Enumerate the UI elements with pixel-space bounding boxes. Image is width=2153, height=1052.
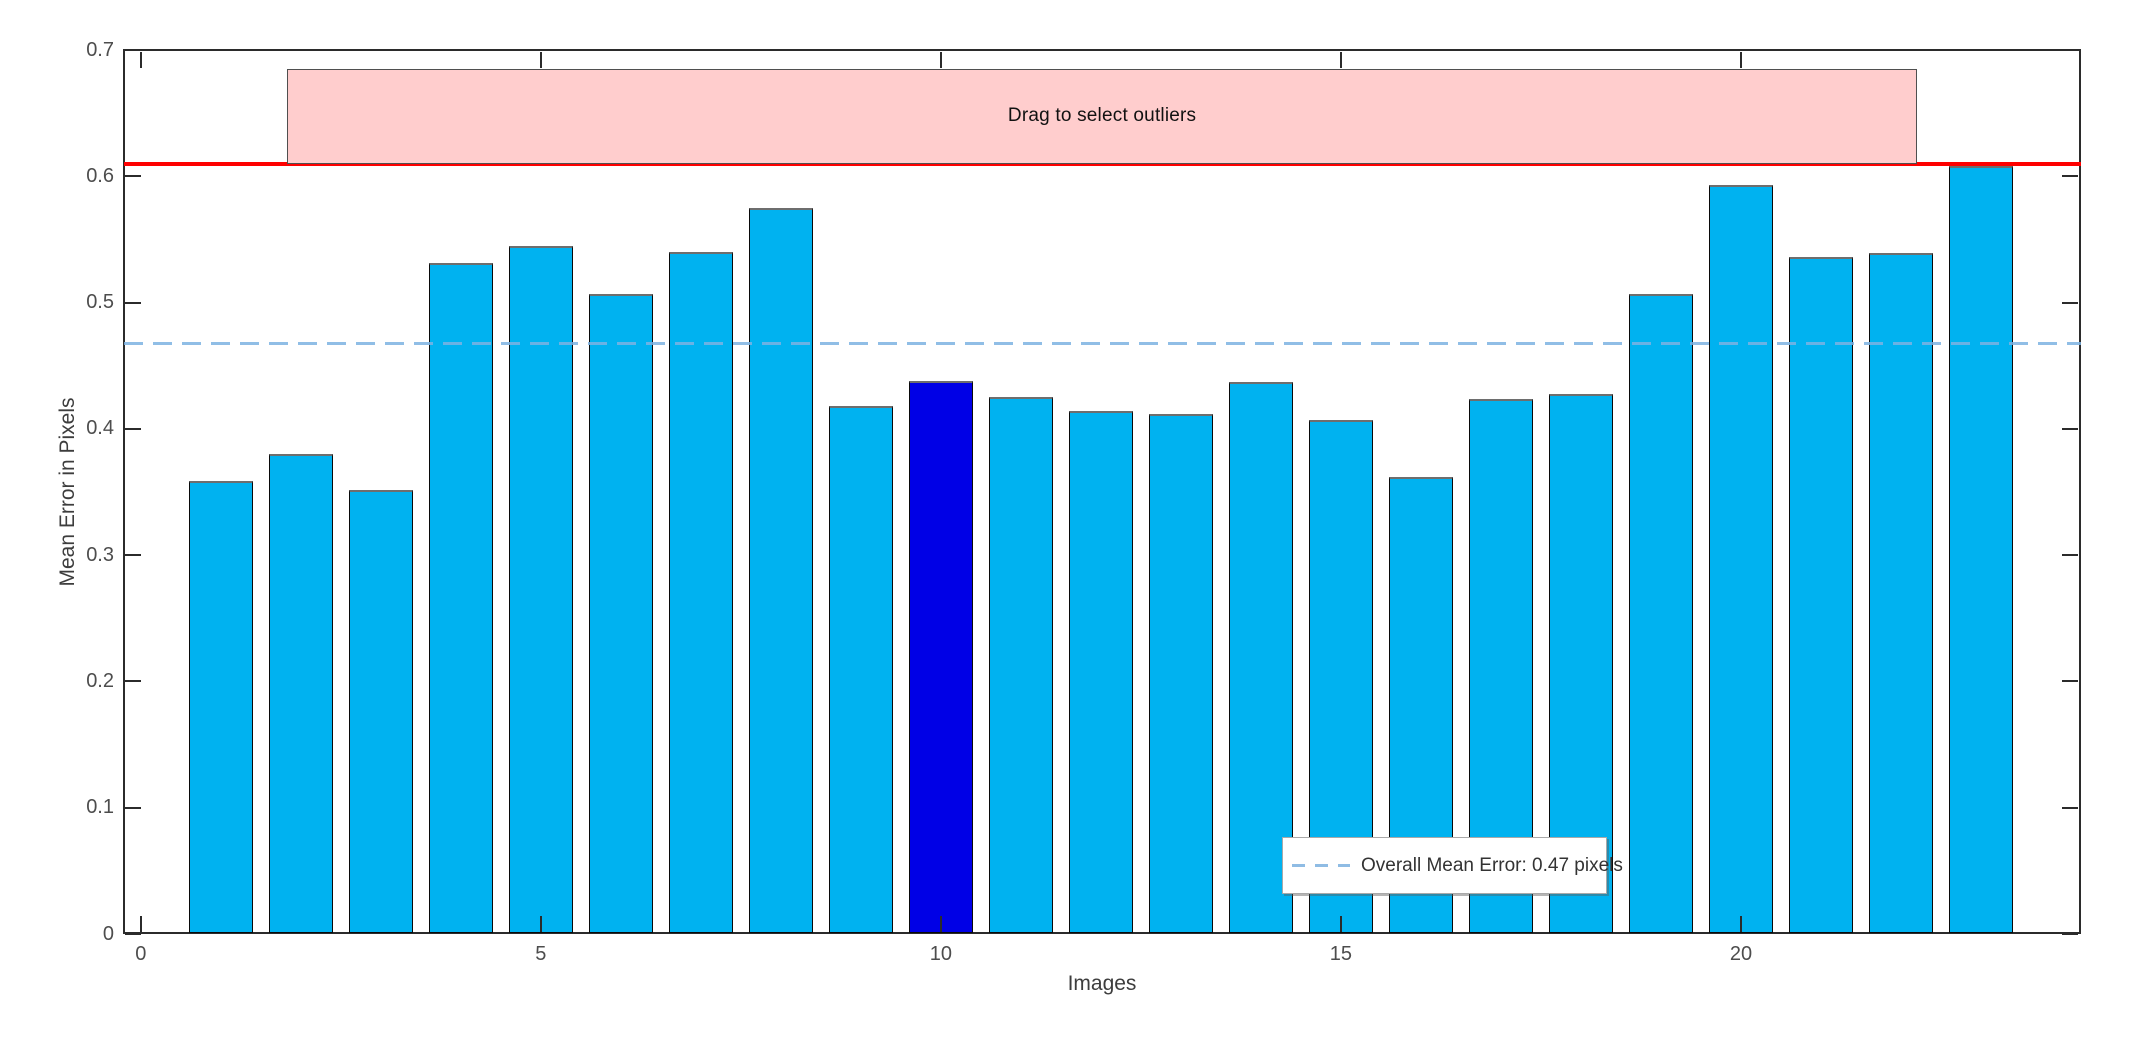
bar-image-3[interactable]: [348, 489, 413, 933]
x-tick-mark-bottom: [1739, 916, 1742, 932]
bar-image-6[interactable]: [588, 293, 653, 933]
y-tick-mark-right: [2062, 49, 2078, 51]
y-tick-label-0.1: 0.1: [86, 796, 114, 819]
x-axis-title: Images: [1067, 972, 1137, 995]
x-tick-mark-bottom: [139, 916, 142, 932]
x-tick-mark-top: [1739, 52, 1742, 68]
y-tick-mark-left: [125, 806, 141, 809]
y-axis-title: Mean Error in Pixels: [56, 397, 79, 587]
bar-image-11[interactable]: [988, 397, 1053, 933]
x-tick-mark-top: [1339, 52, 1342, 68]
overall-mean-error-line: [124, 341, 2081, 345]
legend-dashed-line-sample: [1292, 864, 1350, 867]
outlier-threshold-line[interactable]: [124, 161, 2081, 166]
bar-image-8[interactable]: [748, 207, 813, 933]
drag-select-outliers-region[interactable]: Drag to select outliers: [287, 68, 1917, 164]
y-tick-mark-left: [125, 49, 141, 51]
y-tick-mark-right: [2062, 554, 2078, 557]
x-tick-mark-top: [139, 52, 142, 68]
y-tick-mark-right: [2062, 175, 2078, 178]
x-tick-mark-bottom: [1339, 916, 1342, 932]
drag-region-label: Drag to select outliers: [1007, 105, 1197, 127]
x-tick-label-10: 10: [929, 942, 952, 965]
y-tick-mark-left: [125, 175, 141, 178]
y-tick-label-0.4: 0.4: [86, 417, 114, 440]
x-tick-mark-bottom: [939, 916, 942, 932]
bar-image-12[interactable]: [1068, 411, 1133, 933]
y-tick-mark-right: [2062, 427, 2078, 430]
y-tick-mark-right: [2062, 933, 2078, 935]
bar-image-5[interactable]: [508, 245, 573, 933]
legend: Overall Mean Error: 0.47 pixels: [1282, 837, 1623, 894]
y-tick-mark-right: [2062, 301, 2078, 304]
y-tick-mark-left: [125, 554, 141, 557]
bar-image-13[interactable]: [1148, 413, 1213, 933]
x-tick-mark-top: [539, 52, 542, 68]
y-tick-mark-right: [2062, 680, 2078, 683]
bar-image-9[interactable]: [828, 406, 893, 933]
bar-image-20[interactable]: [1709, 185, 1773, 933]
bar-image-10-selected[interactable]: [908, 380, 973, 933]
legend-label: Overall Mean Error: 0.47 pixels: [1361, 854, 1623, 876]
x-tick-label-5: 5: [535, 942, 547, 965]
x-tick-mark-top: [939, 52, 942, 68]
y-tick-label-0.7: 0.7: [86, 38, 114, 61]
x-tick-label-15: 15: [1329, 942, 1353, 965]
x-tick-mark-bottom: [539, 916, 542, 932]
bar-image-21[interactable]: [1789, 257, 1853, 933]
y-tick-mark-left: [125, 680, 141, 683]
x-tick-label-20: 20: [1729, 942, 1753, 965]
bar-image-7[interactable]: [668, 252, 733, 933]
x-tick-label-0: 0: [135, 942, 147, 965]
bar-image-1[interactable]: [188, 480, 253, 933]
y-tick-label-0.2: 0.2: [86, 669, 114, 692]
y-tick-mark-left: [125, 427, 141, 430]
y-tick-label-0.6: 0.6: [86, 164, 114, 187]
bar-image-23[interactable]: [1949, 166, 2013, 933]
y-tick-label-0.5: 0.5: [86, 291, 114, 314]
y-tick-mark-left: [125, 933, 141, 935]
y-tick-mark-left: [125, 301, 141, 304]
bar-image-19[interactable]: [1629, 293, 1693, 933]
y-tick-label-0.3: 0.3: [86, 543, 114, 566]
y-tick-label-0: 0: [102, 922, 114, 945]
bar-image-2[interactable]: [268, 454, 333, 933]
bar-image-4[interactable]: [428, 263, 493, 933]
bar-image-22[interactable]: [1869, 253, 1933, 933]
y-tick-mark-right: [2062, 806, 2078, 809]
